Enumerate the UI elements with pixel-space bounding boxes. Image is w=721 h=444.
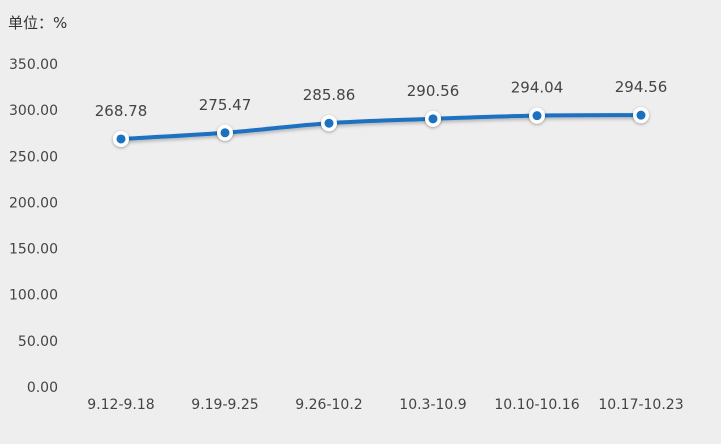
x-tick-label: 9.19-9.25 xyxy=(191,397,258,413)
y-tick-label: 350.00 xyxy=(9,57,58,73)
data-point-dot xyxy=(220,128,230,138)
series-line-group xyxy=(113,107,649,147)
y-tick-label: 50.00 xyxy=(18,334,58,350)
y-tick-label: 200.00 xyxy=(9,195,58,211)
data-point-dot xyxy=(636,110,646,120)
data-point-dot xyxy=(532,111,542,121)
unit-label: 单位：% xyxy=(8,14,67,32)
data-point[interactable] xyxy=(529,107,545,124)
x-axis: 9.12-9.18 9.19-9.25 9.26-10.2 10.3-10.9 10.1… xyxy=(87,397,683,413)
x-tick-label: 10.3-10.9 xyxy=(399,397,466,413)
x-tick-label: 9.26-10.2 xyxy=(295,397,362,413)
data-labels: 268.78 275.47 285.86 290.56 294.04 294.56 xyxy=(95,78,668,120)
y-tick-label: 0.00 xyxy=(27,380,58,396)
data-point-dot xyxy=(324,118,334,128)
y-axis: 0.00 50.00 100.00 150.00 200.00 250.00 300.00 3… xyxy=(9,57,58,396)
data-label: 275.47 xyxy=(199,96,252,114)
x-tick-label: 10.17-10.23 xyxy=(598,397,683,413)
y-tick-label: 300.00 xyxy=(9,103,58,119)
y-tick-label: 250.00 xyxy=(9,149,58,165)
data-point[interactable] xyxy=(425,110,441,127)
y-tick-label: 150.00 xyxy=(9,242,58,258)
data-point[interactable] xyxy=(633,107,649,124)
data-label: 268.78 xyxy=(95,102,148,120)
data-point[interactable] xyxy=(113,130,129,147)
data-label: 294.56 xyxy=(615,78,668,96)
data-label: 285.86 xyxy=(303,86,356,104)
data-label: 294.04 xyxy=(511,79,564,97)
data-point[interactable] xyxy=(321,115,337,132)
series-line xyxy=(119,113,643,141)
data-point-dot xyxy=(116,134,126,144)
x-tick-label: 10.10-10.16 xyxy=(494,397,579,413)
data-point[interactable] xyxy=(217,124,233,141)
x-tick-label: 9.12-9.18 xyxy=(87,397,154,413)
data-point-dot xyxy=(428,114,438,124)
data-label: 290.56 xyxy=(407,82,460,100)
y-tick-label: 100.00 xyxy=(9,288,58,304)
